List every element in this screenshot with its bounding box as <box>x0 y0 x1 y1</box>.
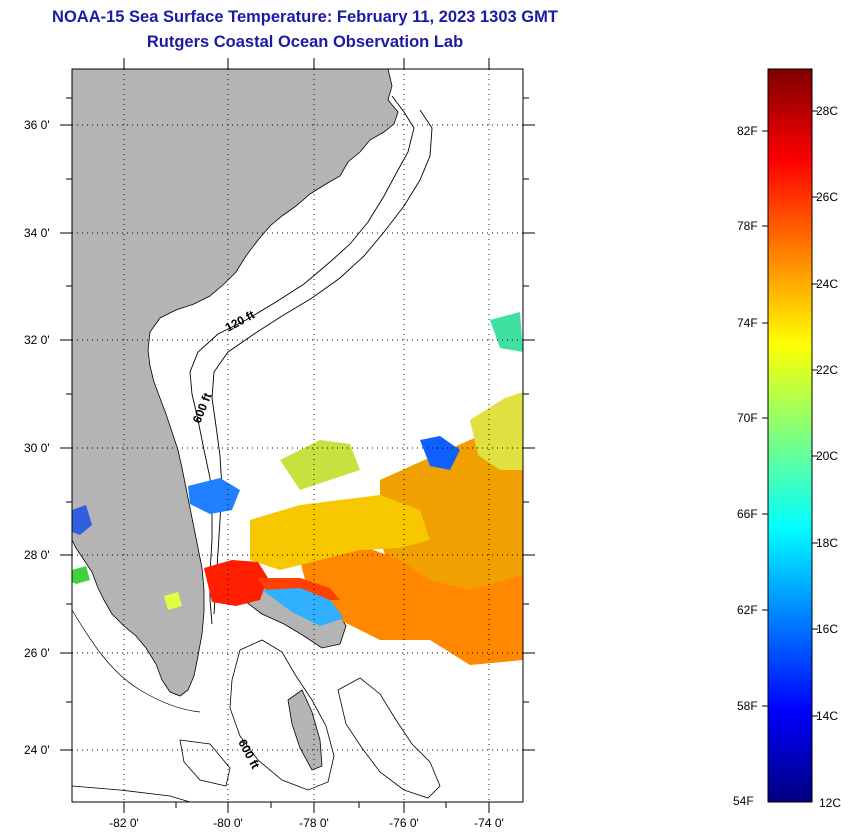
colorbar-ticks <box>762 110 818 717</box>
colorbar-label-c: 18C <box>816 536 839 550</box>
colorbar-label-c: 22C <box>816 363 839 377</box>
land-mass <box>72 69 399 697</box>
lat-label: 24 0' <box>24 743 50 757</box>
colorbar-label-c: 28C <box>816 104 839 118</box>
bahamas-contour <box>229 639 335 791</box>
lat-label: 30 0' <box>24 441 50 455</box>
colorbar <box>767 68 813 803</box>
colorbar-label-f: 74F <box>737 316 758 330</box>
bahamas-contour <box>179 739 231 787</box>
bahamas-bank <box>287 689 323 771</box>
land-keys <box>72 609 201 713</box>
lon-label: -76 0' <box>389 816 419 830</box>
map-frame <box>71 68 524 803</box>
map-subtitle: Rutgers Coastal Ocean Observation Lab <box>146 33 464 51</box>
lat-label: 32 0' <box>24 333 50 347</box>
colorbar-label-f: 66F <box>737 507 758 521</box>
map-title: NOAA-15 Sea Surface Temperature: Februar… <box>52 8 558 26</box>
colorbar-label-f: 54F <box>733 794 754 808</box>
lat-label: 28 0' <box>24 548 50 562</box>
colorbar-label-c: 14C <box>816 709 839 723</box>
colorbar-label-f: 78F <box>737 219 758 233</box>
lon-label: -82 0' <box>109 816 139 830</box>
lat-label: 36 0' <box>24 118 50 132</box>
colorbar-label-f: 62F <box>737 603 758 617</box>
lat-label: 34 0' <box>24 226 50 240</box>
tick-marks <box>60 58 535 813</box>
colorbar-label-c: 16C <box>816 622 839 636</box>
colorbar-label-f: 70F <box>737 411 758 425</box>
lat-label: 26 0' <box>24 646 50 660</box>
gridlines <box>72 69 523 802</box>
bahamas-contour <box>72 785 191 802</box>
colorbar-label-c: 24C <box>816 277 839 291</box>
bahamas-contour <box>337 677 441 799</box>
lon-label: -78 0' <box>299 816 329 830</box>
colorbar-label-f: 58F <box>737 699 758 713</box>
lon-label: -74 0' <box>474 816 504 830</box>
colorbar-label-f: 82F <box>737 124 758 138</box>
colorbar-label-c: 26C <box>816 190 839 204</box>
lon-label: -80 0' <box>213 816 243 830</box>
colorbar-label-c: 12C <box>819 796 842 810</box>
sst-overlay <box>72 312 523 665</box>
colorbar-label-c: 20C <box>816 449 839 463</box>
